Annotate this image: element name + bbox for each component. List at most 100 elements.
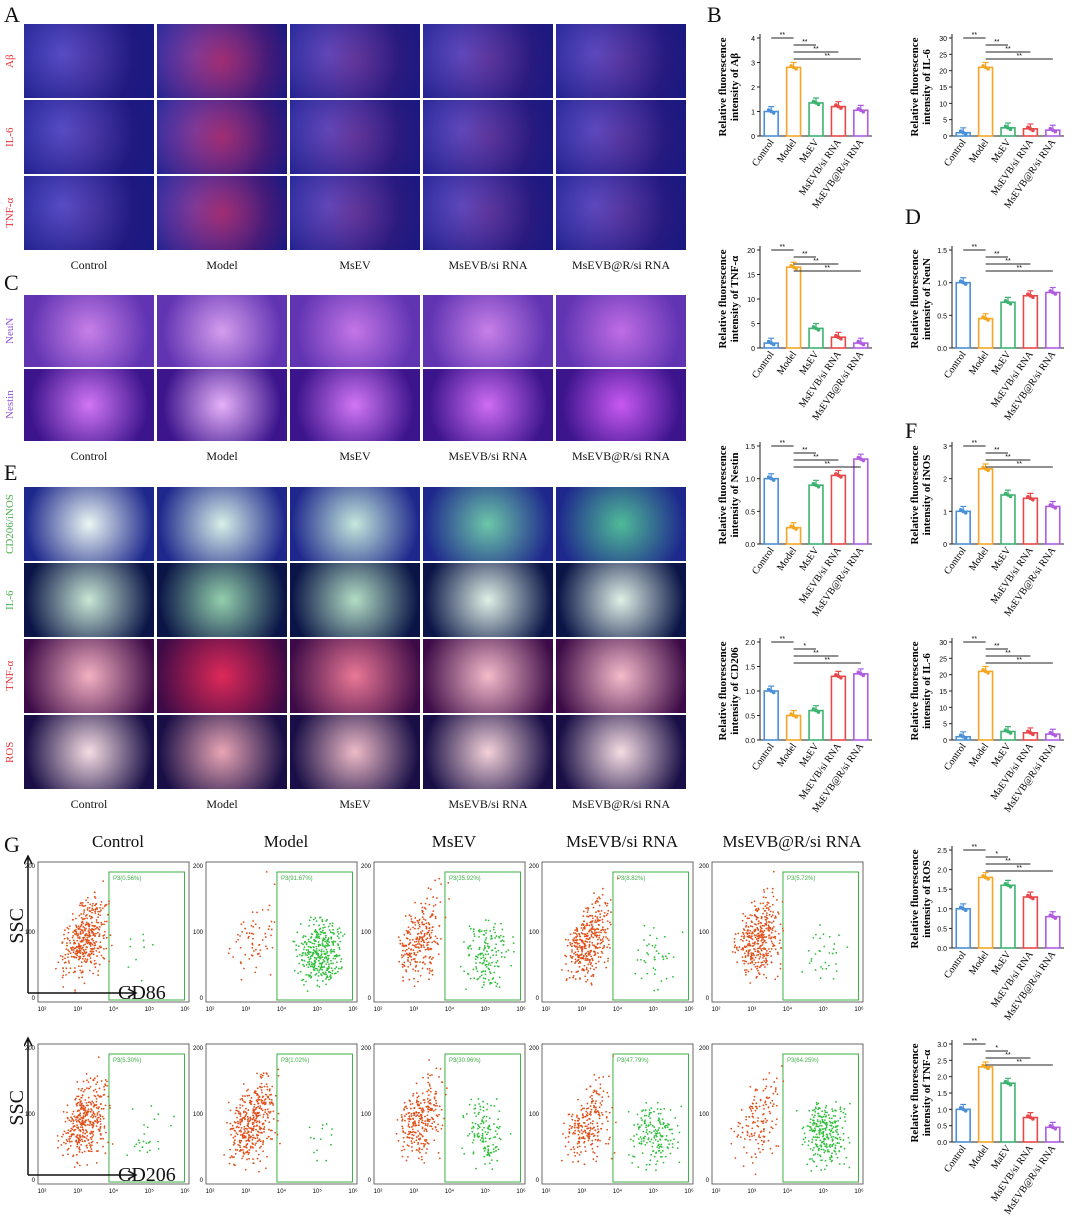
y-tick-label: 10: [747, 297, 755, 304]
event-dot: [86, 936, 89, 939]
x-tick-label: 10³: [577, 1189, 586, 1195]
data-point: [963, 511, 968, 515]
event-dot: [467, 947, 470, 950]
event-dot: [601, 952, 604, 955]
event-dot: [408, 914, 411, 917]
event-dot: [65, 1132, 67, 1135]
event-dot: [326, 961, 329, 964]
event-dot: [588, 924, 591, 927]
event-dot: [421, 1117, 423, 1120]
event-dot: [582, 1130, 585, 1133]
event-dot: [424, 919, 427, 921]
event-dot: [99, 1118, 102, 1120]
event-dot: [399, 942, 402, 945]
event-dot: [229, 1128, 232, 1131]
micrograph-tile: [556, 295, 686, 367]
event-dot: [234, 1164, 236, 1167]
event-dot: [489, 1162, 491, 1165]
event-dot: [107, 1141, 109, 1144]
significance-label: **: [972, 1038, 978, 1045]
event-dot: [760, 1120, 763, 1123]
event-dot: [238, 1130, 241, 1132]
event-dot: [427, 922, 430, 924]
event-dot: [775, 1104, 778, 1107]
event-dot: [260, 1089, 263, 1091]
event-dot: [594, 1138, 597, 1141]
event-dot: [488, 1154, 491, 1157]
data-point: [986, 1066, 990, 1071]
event-dot: [586, 924, 589, 926]
event-dot: [329, 922, 331, 925]
event-dot: [658, 1132, 661, 1135]
event-dot: [479, 961, 481, 964]
event-dot: [487, 967, 490, 970]
event-dot: [637, 1166, 640, 1169]
event-dot: [75, 956, 78, 959]
event-dot: [427, 1073, 429, 1076]
micrograph-tile: [24, 563, 154, 637]
event-dot: [95, 1106, 98, 1109]
event-dot: [737, 1121, 740, 1124]
event-dot: [250, 924, 253, 927]
event-dot: [66, 942, 68, 945]
x-tick-label: 10⁵: [649, 1188, 659, 1195]
event-dot: [585, 937, 588, 940]
gate-label: P3(0.56%): [113, 876, 141, 882]
event-dot: [260, 1145, 263, 1148]
event-dot: [577, 1126, 580, 1129]
event-dot: [827, 1114, 830, 1116]
event-dot: [411, 921, 414, 923]
event-dot: [426, 1124, 429, 1127]
event-dot: [757, 972, 760, 974]
event-dot: [807, 949, 810, 952]
bar: [830, 675, 847, 741]
bar-chart: Relative fluorescenceintensity of iNOS01…: [909, 440, 1064, 619]
event-dot: [662, 1123, 665, 1126]
event-dot: [99, 914, 102, 917]
event-dot: [75, 924, 77, 927]
event-dot: [57, 1146, 59, 1149]
event-dot: [462, 1116, 465, 1119]
data-point: [1031, 732, 1035, 737]
event-dot: [652, 1149, 655, 1152]
event-dot: [81, 947, 83, 949]
event-dot: [262, 1113, 265, 1116]
event-dot: [77, 925, 80, 928]
event-dot: [264, 1111, 267, 1114]
event-dot: [405, 952, 408, 955]
event-dot: [818, 1128, 821, 1130]
event-dot: [599, 1087, 602, 1089]
event-dot: [748, 932, 751, 935]
event-dot: [308, 924, 310, 927]
event-dot: [749, 944, 752, 947]
event-dot: [824, 961, 827, 964]
event-dot: [321, 966, 324, 969]
x-tick-label: Model: [775, 545, 799, 573]
event-dot: [826, 1135, 829, 1138]
event-dot: [437, 1123, 439, 1126]
event-dot: [582, 945, 584, 948]
event-dot: [95, 1125, 98, 1127]
event-dot: [157, 1140, 159, 1143]
event-dot: [582, 1121, 585, 1124]
data-point: [1008, 1082, 1013, 1087]
event-dot: [773, 1081, 776, 1083]
event-dot: [833, 1149, 836, 1152]
event-dot: [310, 961, 313, 964]
event-dot: [419, 1118, 422, 1121]
event-dot: [564, 938, 567, 941]
event-dot: [82, 1109, 85, 1111]
event-dot: [258, 1111, 260, 1114]
event-dot: [495, 1145, 498, 1148]
event-dot: [96, 907, 98, 909]
event-dot: [405, 1113, 408, 1116]
event-dot: [581, 923, 584, 925]
column-label: Control: [70, 797, 108, 811]
row-label: Aβ: [4, 54, 16, 68]
event-dot: [103, 1085, 105, 1088]
event-dot: [491, 1168, 494, 1171]
event-dot: [578, 932, 580, 935]
event-dot: [745, 1116, 748, 1118]
event-dot: [754, 1173, 757, 1176]
event-dot: [737, 949, 740, 952]
